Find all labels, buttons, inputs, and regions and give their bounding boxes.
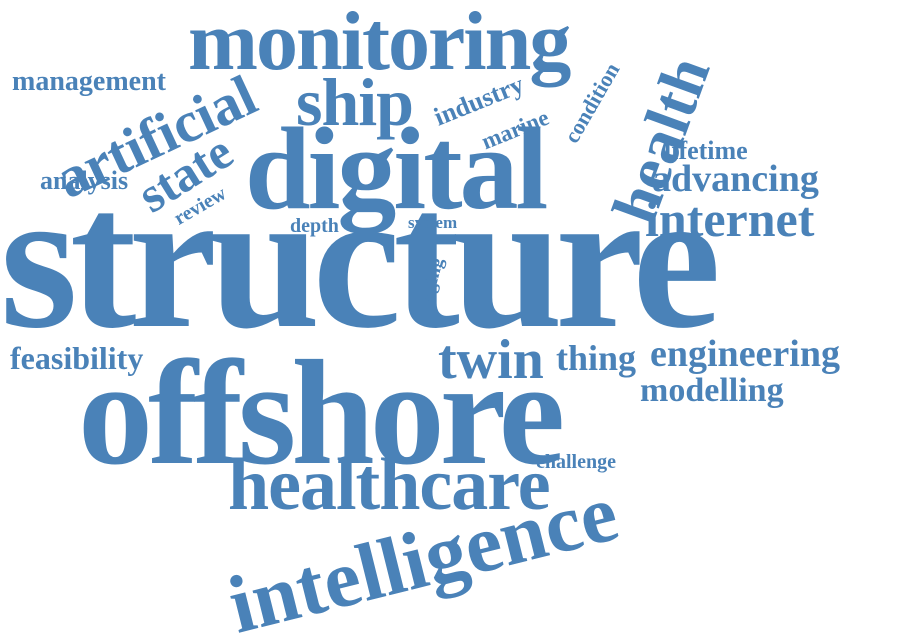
word-advancing: advancing [652, 158, 819, 200]
word-feasibility: feasibility [10, 340, 144, 376]
word-internet: internet [645, 191, 815, 247]
word-management: management [12, 66, 166, 97]
word-modelling: modelling [640, 372, 784, 409]
word-thing: thing [556, 338, 637, 378]
word-condition: condition [558, 58, 625, 148]
word-challenge: challenge [536, 451, 616, 473]
word-twin: twin [438, 329, 544, 391]
word-depth: depth [290, 215, 339, 237]
word-monitoring: monitoring [188, 0, 571, 88]
word-ship: ship [296, 64, 414, 140]
word-engineering: engineering [650, 333, 840, 375]
word-offshore: offshore [78, 330, 565, 496]
word-healthcare: healthcare [228, 444, 551, 526]
word-analysis: analysis [40, 166, 129, 195]
word-digital: digital [245, 103, 548, 234]
word-structure: structure [0, 149, 721, 370]
word-lifetime: lifetime [664, 136, 748, 165]
word-system: system [408, 213, 458, 232]
